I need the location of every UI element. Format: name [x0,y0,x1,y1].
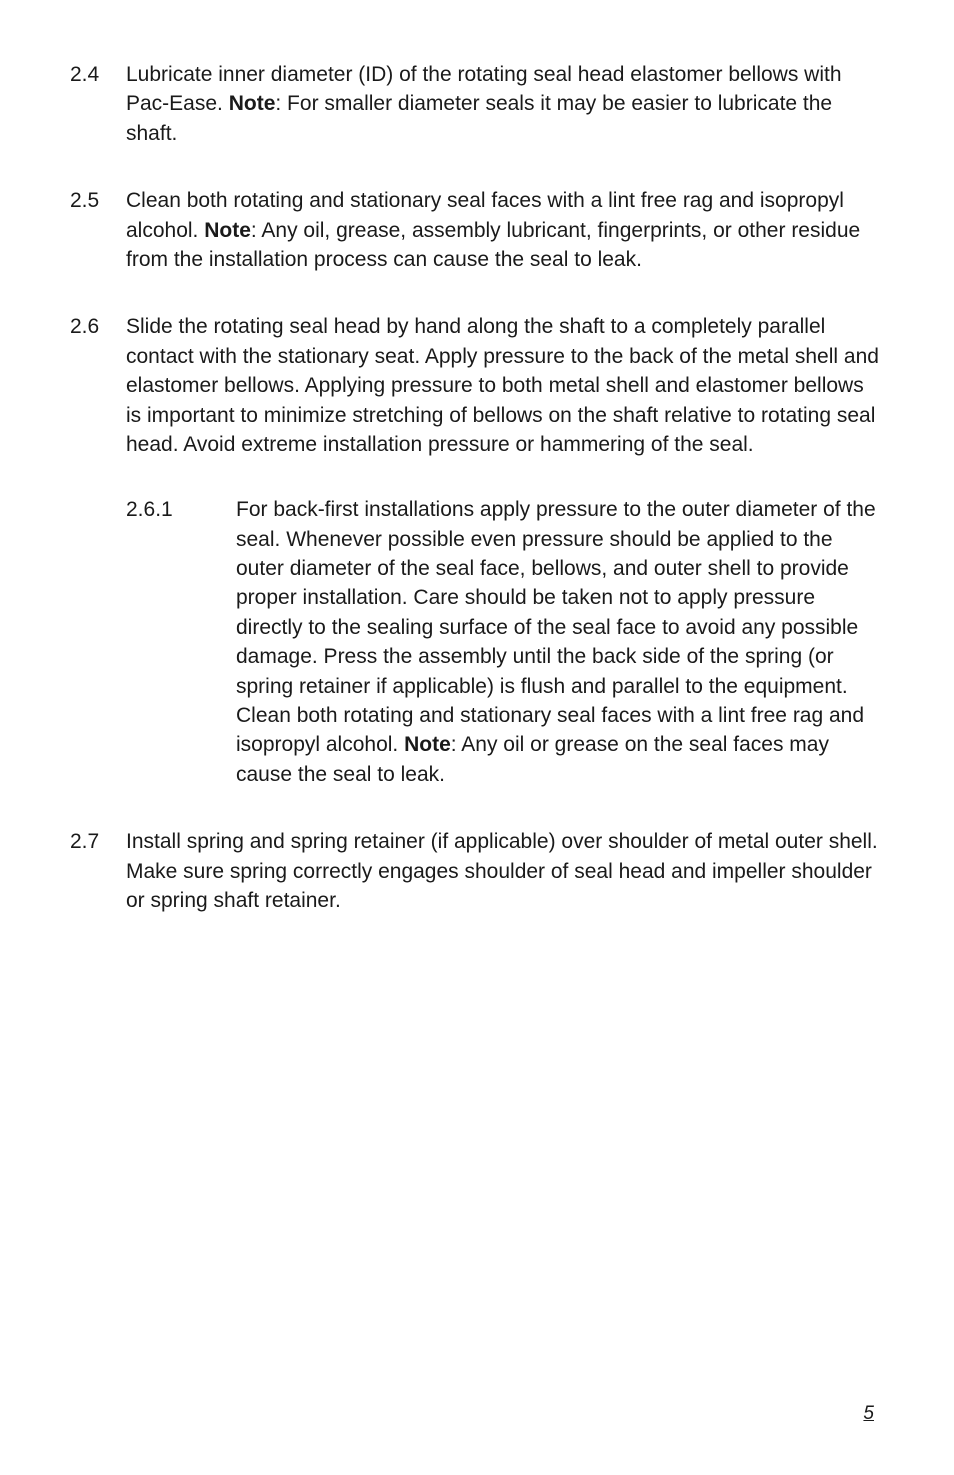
sub-text-before: For back-first installations apply press… [236,498,876,756]
sub-item-2-6-1: 2.6.1 For back-first installations apply… [126,495,884,789]
sub-text-bold: Note [404,733,451,756]
item-text: Install spring and spring retainer (if a… [126,827,884,915]
list-item-2-7: 2.7 Install spring and spring retainer (… [70,827,884,915]
text-bold: Note [204,219,251,242]
text-before: Install spring and spring retainer (if a… [126,830,878,912]
item-text: Lubricate inner diameter (ID) of the rot… [126,60,884,148]
list-item-2-6: 2.6 Slide the rotating seal head by hand… [70,312,884,789]
page-number: 5 [863,1403,874,1425]
text-before: Slide the rotating seal head by hand alo… [126,315,879,456]
item-number: 2.5 [70,186,126,274]
sub-item-text: For back-first installations apply press… [236,495,884,789]
item-number: 2.7 [70,827,126,915]
text-bold: Note [229,92,276,115]
item-text: Slide the rotating seal head by hand alo… [126,312,884,789]
item-text: Clean both rotating and stationary seal … [126,186,884,274]
item-number: 2.6 [70,312,126,789]
sub-item-number: 2.6.1 [126,495,236,789]
item-number: 2.4 [70,60,126,148]
list-item-2-4: 2.4 Lubricate inner diameter (ID) of the… [70,60,884,148]
list-item-2-5: 2.5 Clean both rotating and stationary s… [70,186,884,274]
